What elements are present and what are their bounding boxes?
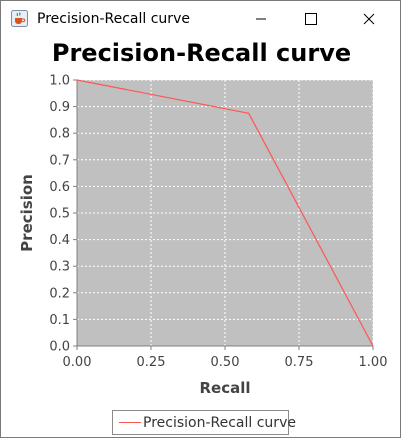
close-button[interactable] — [346, 1, 392, 37]
y-tick-label: 0.2 — [49, 286, 70, 301]
legend-series-swatch — [119, 422, 141, 423]
maximize-button[interactable] — [288, 1, 334, 37]
x-tick-label: 0.50 — [211, 355, 240, 370]
x-tick-label: 0.00 — [63, 355, 92, 370]
y-tick-label: 1.0 — [49, 74, 70, 89]
series-line-precision-recall — [76, 79, 374, 347]
y-tick-label: 0.1 — [49, 313, 70, 328]
chart-title: Precision-Recall curve — [51, 39, 352, 67]
y-tick-label: 0.4 — [49, 233, 70, 248]
minimize-button[interactable] — [238, 1, 284, 37]
y-tick-label: 0.8 — [49, 127, 70, 142]
y-tick-label: 0.6 — [49, 180, 70, 195]
chart-legend: Precision-Recall curve — [112, 410, 296, 435]
window-title: Precision-Recall curve — [37, 11, 190, 27]
y-axis-label: Precision — [18, 174, 36, 252]
y-tick-label: 0.3 — [49, 260, 70, 275]
x-tick-label: 0.25 — [137, 355, 166, 370]
title-bar[interactable]: Precision-Recall curve — [1, 1, 400, 37]
y-tick-label: 0.9 — [49, 100, 70, 115]
maximize-icon — [305, 13, 317, 25]
close-icon — [363, 13, 375, 25]
x-tick-label: 1.00 — [359, 355, 388, 370]
y-tick-label: 0.7 — [49, 153, 70, 168]
x-axis-label: Recall — [199, 379, 250, 397]
x-tick-label: 0.75 — [285, 355, 314, 370]
minimize-icon — [256, 18, 266, 20]
y-tick-label: 0.0 — [49, 340, 70, 355]
java-coffee-cup-icon — [11, 10, 28, 27]
legend-series-label: Precision-Recall curve — [143, 415, 296, 431]
y-tick-label: 0.5 — [49, 207, 70, 222]
